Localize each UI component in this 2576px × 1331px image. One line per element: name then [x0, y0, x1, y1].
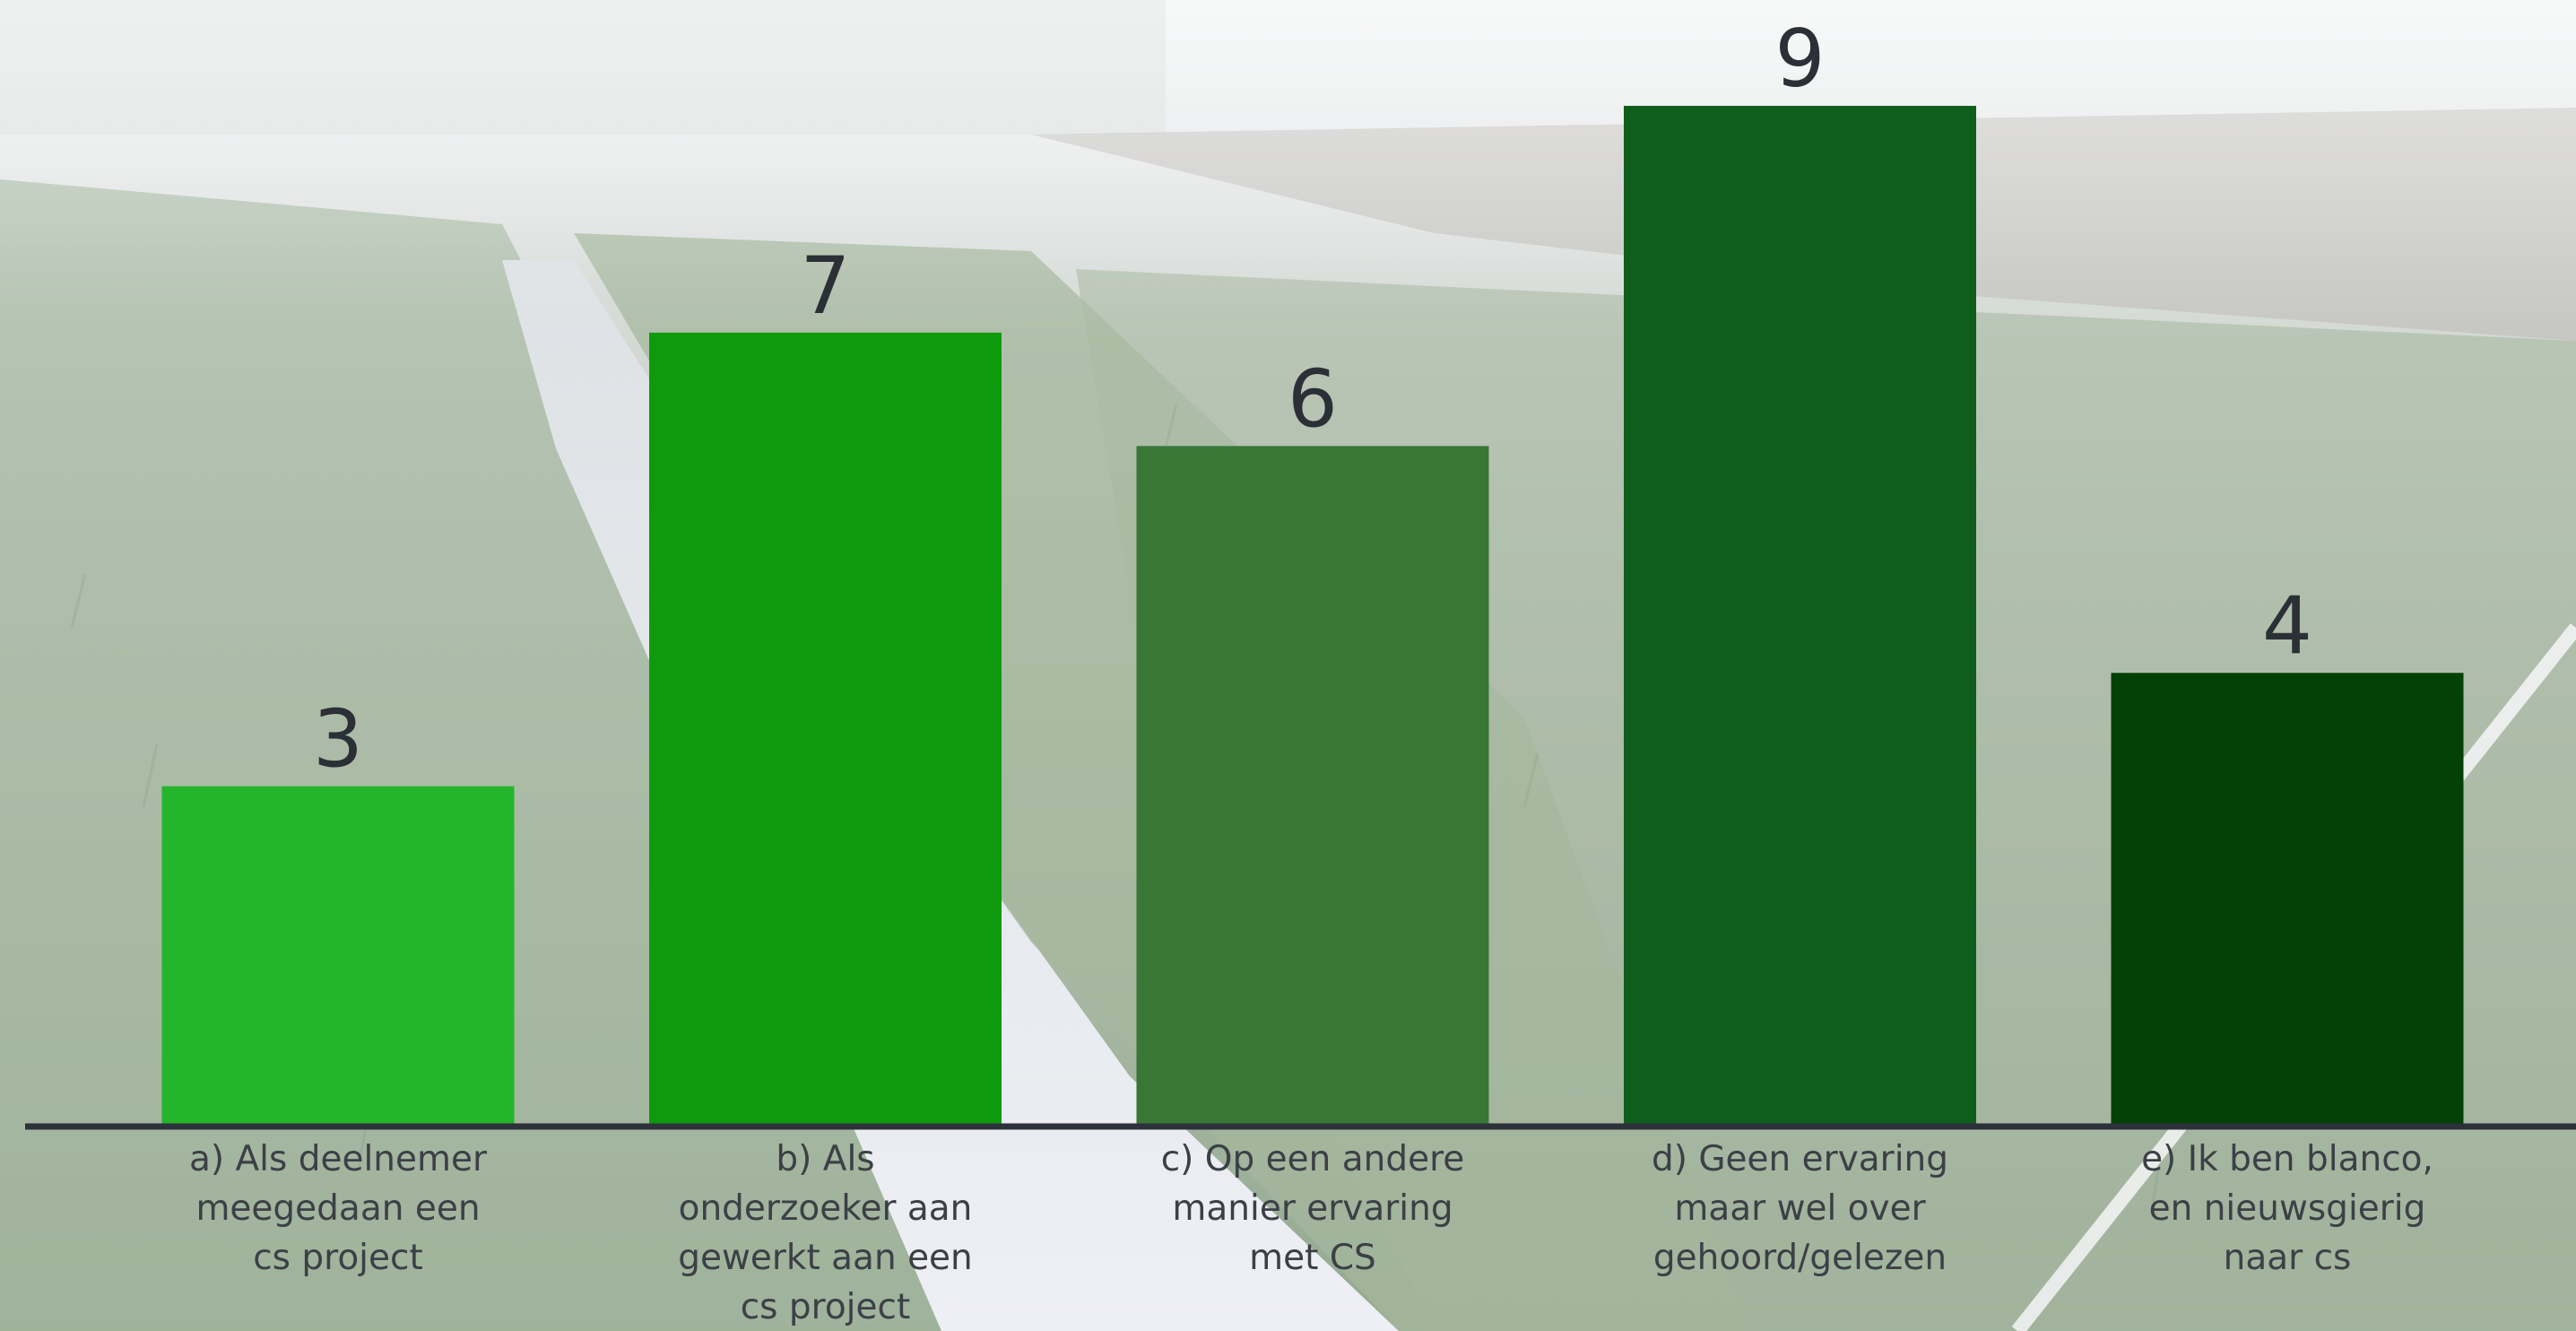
category-label-e: e) Ik ben blanco, en nieuwsgierig naar cs — [2141, 1139, 2433, 1278]
data-label-e: 4 — [2262, 579, 2312, 672]
bar-e — [2111, 673, 2464, 1127]
category-label-line: b) Als — [776, 1139, 874, 1179]
category-label-line: naar cs — [2224, 1238, 2352, 1278]
bar-c — [1136, 446, 1489, 1127]
category-label-line: a) Als deelnemer — [189, 1139, 488, 1179]
category-label-line: gehoord/gelezen — [1653, 1238, 1947, 1278]
category-label-line: d) Geen ervaring — [1652, 1139, 1948, 1179]
category-label-c: c) Op een andere manier ervaring met CS — [1161, 1139, 1465, 1278]
category-label-line: c) Op een andere — [1161, 1139, 1465, 1179]
category-label-line: cs project — [741, 1287, 911, 1327]
category-label-line: gewerkt aan een — [678, 1238, 973, 1278]
data-label-c: 6 — [1288, 352, 1338, 445]
category-label-line: cs project — [253, 1238, 423, 1278]
data-label-b: 7 — [801, 239, 851, 332]
category-label-d: d) Geen ervaring maar wel over gehoord/gel… — [1652, 1139, 1948, 1278]
data-label-d: 9 — [1775, 13, 1826, 105]
category-label-line: en nieuwsgierig — [2149, 1188, 2426, 1229]
category-label-b: b) Als onderzoeker aan gewerkt aan een cs p… — [678, 1139, 973, 1327]
category-label-line: e) Ik ben blanco, — [2141, 1139, 2433, 1179]
category-label-a: a) Als deelnemer meegedaan een cs project — [189, 1139, 488, 1278]
bar-d — [1624, 106, 1976, 1127]
data-label-a: 3 — [313, 693, 363, 786]
category-label-line: onderzoeker aan — [679, 1188, 973, 1229]
bar-a — [161, 786, 515, 1127]
bar-b — [649, 332, 1002, 1127]
category-label-line: maar wel over — [1674, 1188, 1926, 1229]
category-label-line: meegedaan een — [195, 1188, 480, 1229]
category-label-line: met CS — [1249, 1238, 1376, 1278]
category-label-line: manier ervaring — [1172, 1188, 1453, 1229]
